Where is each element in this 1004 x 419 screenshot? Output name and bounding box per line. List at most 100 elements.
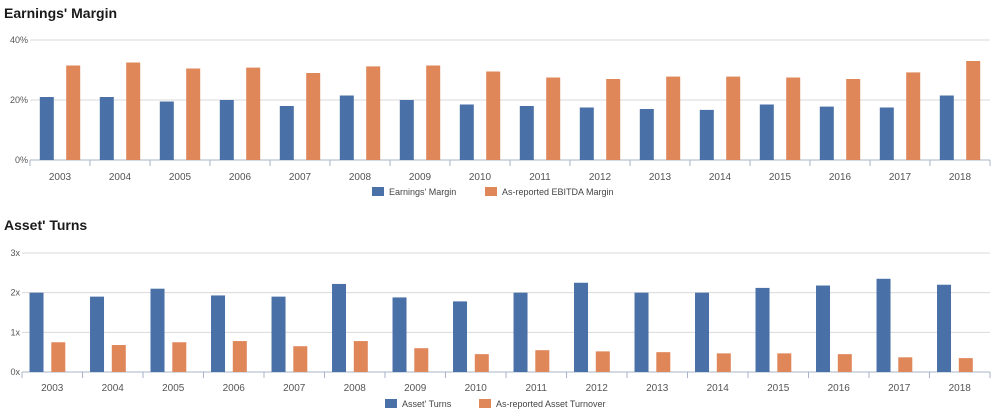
legend-label: As-reported Asset Turnover bbox=[496, 399, 606, 409]
x-tick-label: 2015 bbox=[767, 383, 790, 394]
y-tick-label: 0x bbox=[10, 367, 20, 377]
bar bbox=[939, 95, 954, 160]
bar bbox=[474, 354, 489, 372]
bar bbox=[906, 72, 921, 160]
bar bbox=[279, 106, 294, 160]
x-tick-label: 2006 bbox=[223, 383, 246, 394]
x-tick-label: 2016 bbox=[828, 383, 851, 394]
bar bbox=[716, 353, 731, 372]
chart-title: Asset' Turns bbox=[4, 217, 88, 233]
bar bbox=[246, 67, 261, 160]
asset-turns-panel: Asset' Turns 0x 1x 2x 3x 2003 2004 2005 2006 200… bbox=[0, 210, 1004, 419]
x-tick-label: 2017 bbox=[889, 172, 912, 183]
bar bbox=[695, 292, 710, 372]
bar bbox=[726, 76, 741, 160]
bar bbox=[453, 301, 468, 372]
legend-swatch bbox=[479, 399, 491, 408]
bar bbox=[186, 68, 201, 160]
y-tick-label: 20% bbox=[10, 95, 28, 105]
x-tick-label: 2005 bbox=[162, 383, 185, 394]
bar bbox=[546, 77, 561, 160]
bar bbox=[786, 77, 801, 160]
bar bbox=[634, 292, 649, 372]
bar bbox=[579, 107, 594, 160]
bar bbox=[759, 104, 774, 160]
bar bbox=[876, 278, 891, 372]
y-tick-label: 0% bbox=[15, 155, 28, 165]
bar bbox=[459, 104, 474, 160]
bar bbox=[535, 350, 550, 372]
bar bbox=[332, 283, 347, 372]
bar bbox=[606, 79, 621, 160]
bar bbox=[666, 76, 681, 160]
bar bbox=[486, 71, 501, 160]
bar bbox=[51, 342, 66, 372]
x-tick-label: 2012 bbox=[586, 383, 609, 394]
bar bbox=[846, 79, 861, 160]
bar bbox=[777, 353, 792, 372]
bar bbox=[816, 285, 831, 372]
x-tick-label: 2004 bbox=[109, 172, 132, 183]
x-tick-label: 2012 bbox=[589, 172, 612, 183]
bar bbox=[271, 296, 286, 372]
y-tick-label: 3x bbox=[10, 248, 20, 258]
bar bbox=[898, 357, 913, 372]
bar bbox=[937, 284, 952, 372]
x-tick-label: 2014 bbox=[707, 383, 730, 394]
earnings-margin-panel: Earnings' Margin 0% 20% 40% 2003 2004 2005 200… bbox=[4, 5, 991, 197]
bar bbox=[339, 95, 354, 160]
bar bbox=[699, 109, 714, 160]
bar bbox=[366, 66, 381, 160]
bar bbox=[39, 97, 54, 160]
x-tick-label: 2004 bbox=[102, 383, 125, 394]
bar bbox=[958, 358, 973, 372]
bar bbox=[126, 62, 141, 160]
x-tick-label: 2009 bbox=[409, 172, 432, 183]
bar bbox=[426, 65, 441, 160]
bar bbox=[519, 106, 534, 160]
bar bbox=[755, 287, 770, 372]
bar bbox=[306, 73, 321, 160]
chart-title: Earnings' Margin bbox=[4, 5, 118, 21]
bar bbox=[159, 101, 174, 160]
bar bbox=[150, 288, 165, 372]
bar bbox=[837, 354, 852, 372]
bar bbox=[414, 348, 429, 372]
x-tick-label: 2018 bbox=[949, 172, 972, 183]
x-tick-label: 2013 bbox=[646, 383, 669, 394]
bar bbox=[232, 341, 247, 372]
bar bbox=[219, 100, 234, 160]
legend-swatch bbox=[385, 399, 397, 408]
bar bbox=[392, 297, 407, 372]
x-tick-label: 2007 bbox=[283, 383, 306, 394]
x-tick-label: 2016 bbox=[829, 172, 852, 183]
x-tick-label: 2013 bbox=[649, 172, 672, 183]
y-tick-label: 2x bbox=[10, 288, 20, 298]
x-tick-label: 2009 bbox=[404, 383, 427, 394]
bar bbox=[656, 352, 671, 372]
bar bbox=[29, 292, 44, 372]
x-tick-label: 2015 bbox=[769, 172, 792, 183]
bar bbox=[966, 61, 981, 160]
bar bbox=[574, 282, 589, 372]
bar bbox=[211, 295, 226, 372]
bar bbox=[293, 346, 308, 372]
bar bbox=[99, 97, 114, 160]
x-tick-label: 2005 bbox=[169, 172, 192, 183]
x-tick-label: 2003 bbox=[41, 383, 64, 394]
x-tick-label: 2011 bbox=[529, 172, 551, 183]
asset-turns-chart: 0x 1x 2x 3x 2003 2004 2005 2006 2007 2008 2009 2010… bbox=[10, 248, 991, 409]
bar bbox=[111, 345, 126, 372]
bar bbox=[172, 342, 187, 372]
bar bbox=[639, 109, 654, 160]
legend-label: As-reported EBITDA Margin bbox=[502, 187, 614, 197]
x-tick-label: 2010 bbox=[469, 172, 492, 183]
legend-label: Earnings' Margin bbox=[389, 187, 456, 197]
legend-label: Asset' Turns bbox=[402, 399, 452, 409]
x-tick-label: 2008 bbox=[344, 383, 367, 394]
x-tick-label: 2018 bbox=[949, 383, 972, 394]
bar bbox=[595, 351, 610, 372]
x-tick-label: 2008 bbox=[349, 172, 372, 183]
bar bbox=[353, 341, 368, 372]
bar bbox=[399, 100, 414, 160]
